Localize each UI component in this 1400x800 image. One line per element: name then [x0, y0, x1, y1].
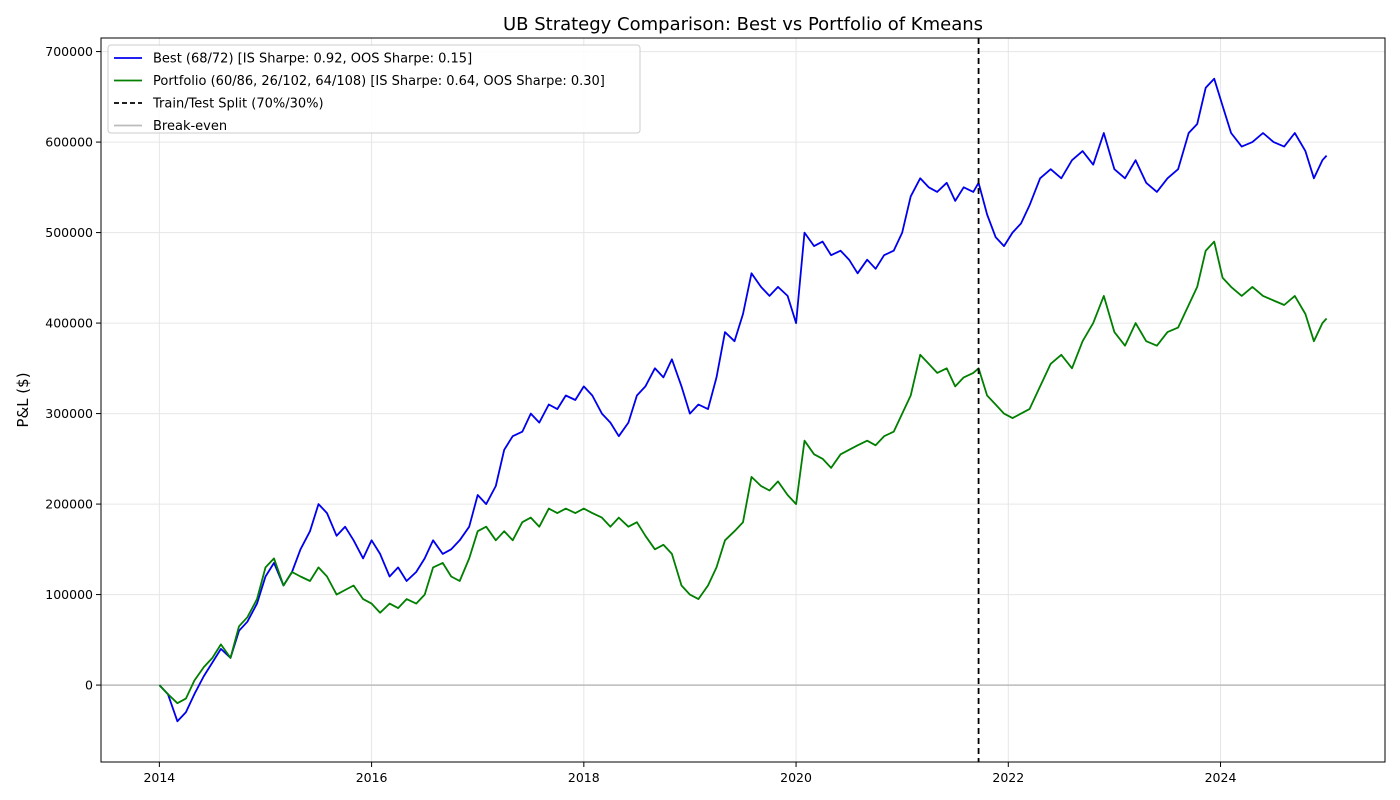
y-tick-label: 600000 — [45, 135, 93, 150]
plot-frame — [100, 37, 1386, 763]
legend-box — [107, 44, 641, 134]
x-tick-label: 2016 — [356, 770, 388, 785]
legend: Best (68/72) [IS Sharpe: 0.92, OOS Sharp… — [107, 44, 641, 134]
y-axis: 0 100000 200000 300000 400000 500000 600000 700… — [45, 44, 101, 693]
y-tick-label: 0 — [85, 678, 93, 693]
x-axis: 2014 2016 2018 2020 2022 2024 — [143, 762, 1236, 785]
y-tick-label: 500000 — [45, 225, 93, 240]
y-tick-label: 400000 — [45, 316, 93, 331]
y-tick-label: 200000 — [45, 497, 93, 512]
legend-label: Portfolio (60/86, 26/102, 64/108) [IS Sh… — [153, 74, 605, 89]
y-axis-label: P&L ($) — [14, 372, 32, 427]
grid — [101, 38, 1385, 762]
series-line-best — [158, 77, 1328, 723]
series-layer — [158, 77, 1328, 723]
series-line-portfolio — [158, 240, 1328, 705]
y-tick-label: 700000 — [45, 44, 93, 59]
x-tick-label: 2024 — [1205, 770, 1237, 785]
x-tick-label: 2020 — [780, 770, 812, 785]
x-tick-label: 2022 — [992, 770, 1024, 785]
x-tick-label: 2014 — [143, 770, 175, 785]
y-tick-label: 100000 — [45, 587, 93, 602]
y-tick-label: 300000 — [45, 406, 93, 421]
chart-title: UB Strategy Comparison: Best vs Portfoli… — [503, 14, 983, 35]
legend-label: Best (68/72) [IS Sharpe: 0.92, OOS Sharp… — [153, 52, 472, 67]
legend-label: Break-even — [153, 119, 227, 134]
x-tick-label: 2018 — [568, 770, 600, 785]
legend-label: Train/Test Split (70%/30%) — [152, 97, 324, 112]
